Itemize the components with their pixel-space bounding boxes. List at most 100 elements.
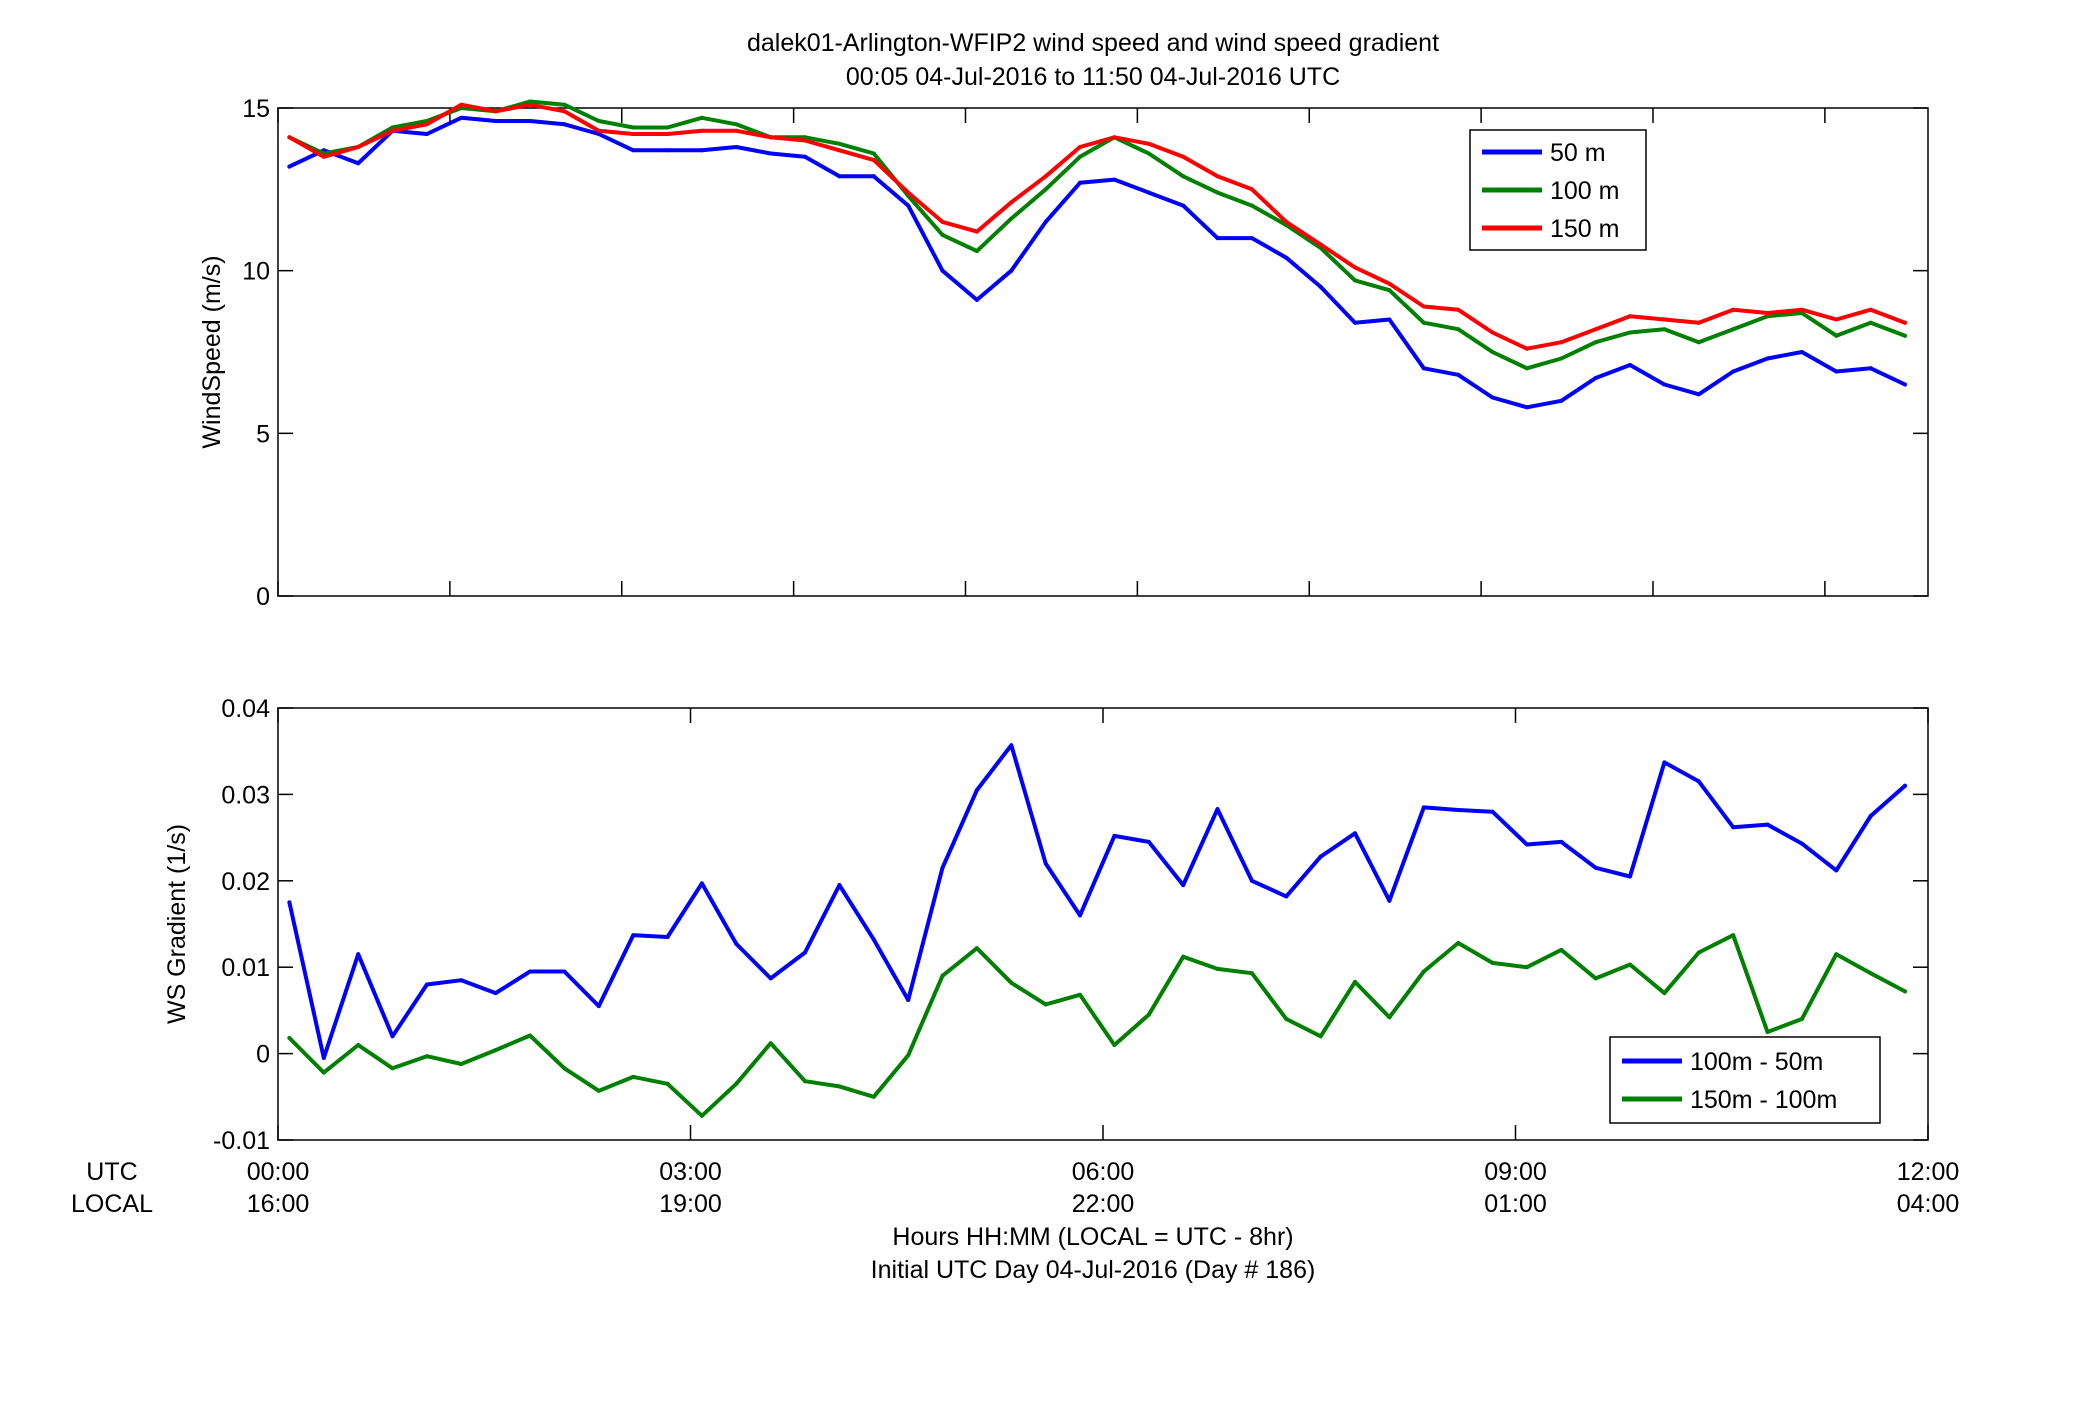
data-point bbox=[837, 883, 842, 888]
data-point bbox=[1559, 947, 1564, 952]
data-point bbox=[940, 865, 945, 870]
y-tick-label: 0 bbox=[256, 583, 270, 611]
data-point bbox=[1456, 307, 1461, 312]
x-tick-label-local: 04:00 bbox=[1897, 1190, 1960, 1218]
data-point bbox=[562, 969, 567, 974]
data-point bbox=[528, 99, 532, 104]
data-point bbox=[1353, 265, 1357, 270]
data-point bbox=[1318, 1034, 1323, 1039]
data-point bbox=[871, 151, 876, 156]
legend-label: 100m - 50m bbox=[1690, 1048, 1823, 1076]
data-point bbox=[1353, 979, 1357, 984]
data-point bbox=[1662, 317, 1667, 322]
data-point bbox=[424, 132, 429, 136]
data-point bbox=[1387, 317, 1392, 322]
data-point bbox=[699, 148, 704, 153]
data-point bbox=[699, 881, 704, 886]
data-point bbox=[1215, 966, 1220, 971]
data-point bbox=[734, 941, 739, 946]
data-point bbox=[1181, 174, 1186, 179]
data-point bbox=[1524, 366, 1529, 371]
data-point bbox=[1903, 989, 1907, 994]
data-point bbox=[1215, 174, 1220, 179]
data-point bbox=[1524, 965, 1529, 970]
data-point bbox=[1112, 135, 1117, 140]
data-point bbox=[768, 135, 773, 140]
data-point bbox=[631, 125, 636, 130]
data-point bbox=[1868, 307, 1873, 312]
data-point bbox=[837, 1084, 842, 1089]
data-point bbox=[631, 148, 636, 153]
data-point bbox=[699, 1113, 704, 1118]
data-point bbox=[562, 109, 567, 114]
y-tick-label: -0.01 bbox=[213, 1127, 270, 1155]
data-point bbox=[1765, 1030, 1770, 1034]
data-point bbox=[1628, 363, 1632, 367]
data-point bbox=[1593, 340, 1598, 345]
data-point bbox=[1662, 991, 1667, 996]
data-point bbox=[1318, 854, 1323, 859]
data-point bbox=[837, 148, 842, 153]
data-point bbox=[1421, 304, 1426, 309]
data-point bbox=[940, 268, 945, 273]
data-point bbox=[974, 297, 979, 302]
data-point bbox=[1834, 369, 1839, 374]
data-point bbox=[493, 109, 498, 114]
data-point bbox=[1490, 960, 1495, 965]
data-point bbox=[699, 115, 704, 120]
data-point bbox=[1456, 808, 1461, 812]
data-point bbox=[1043, 861, 1048, 866]
data-point bbox=[596, 119, 601, 123]
data-point bbox=[1731, 825, 1736, 830]
data-point bbox=[459, 115, 464, 120]
wind-speed-panel: 0 5 10 15 WindSpeed (m/s) 50 m 100 m 150 m bbox=[198, 95, 1929, 611]
data-point bbox=[1284, 894, 1289, 899]
data-point bbox=[906, 203, 911, 208]
data-point bbox=[1456, 327, 1461, 332]
data-point bbox=[1593, 865, 1598, 870]
data-point bbox=[940, 973, 945, 978]
data-point bbox=[390, 1066, 395, 1071]
data-point bbox=[1181, 154, 1186, 159]
data-point bbox=[1834, 333, 1839, 338]
data-point bbox=[493, 991, 498, 996]
chart-title-line2: 00:05 04-Jul-2016 to 11:50 04-Jul-2016 U… bbox=[846, 63, 1340, 91]
data-point bbox=[596, 1004, 601, 1009]
data-point bbox=[287, 900, 292, 905]
data-point bbox=[356, 145, 361, 149]
data-point bbox=[837, 174, 842, 179]
legend-label: 100 m bbox=[1550, 177, 1619, 205]
data-point bbox=[665, 935, 670, 939]
x-axis-label-line1: Hours HH:MM (LOCAL = UTC - 8hr) bbox=[892, 1223, 1293, 1251]
data-point bbox=[871, 174, 876, 179]
x-tick-label-utc: 06:00 bbox=[1072, 1158, 1135, 1186]
series-line bbox=[287, 115, 1907, 410]
data-point bbox=[1112, 177, 1117, 182]
data-point bbox=[734, 145, 739, 149]
data-point bbox=[1696, 340, 1701, 345]
data-point bbox=[803, 154, 807, 159]
legend-box bbox=[1609, 1036, 1881, 1124]
data-point bbox=[1731, 933, 1736, 938]
data-point bbox=[803, 950, 807, 955]
data-point bbox=[1249, 236, 1254, 241]
data-point bbox=[974, 249, 979, 254]
data-point bbox=[321, 154, 326, 159]
data-point bbox=[803, 138, 807, 143]
data-point bbox=[1593, 327, 1598, 332]
data-point bbox=[493, 119, 498, 123]
data-point bbox=[1628, 330, 1632, 335]
data-point bbox=[1456, 941, 1461, 945]
data-point bbox=[321, 1070, 326, 1075]
data-point bbox=[1868, 971, 1873, 976]
data-point bbox=[1146, 190, 1151, 195]
data-point bbox=[528, 119, 532, 123]
data-point bbox=[665, 1081, 670, 1086]
data-point bbox=[1731, 369, 1736, 374]
data-point bbox=[734, 128, 739, 133]
x-tick-label-utc: 09:00 bbox=[1484, 1158, 1547, 1186]
y-tick-label: 15 bbox=[242, 95, 270, 123]
data-point bbox=[1387, 288, 1392, 293]
data-point bbox=[906, 190, 911, 195]
